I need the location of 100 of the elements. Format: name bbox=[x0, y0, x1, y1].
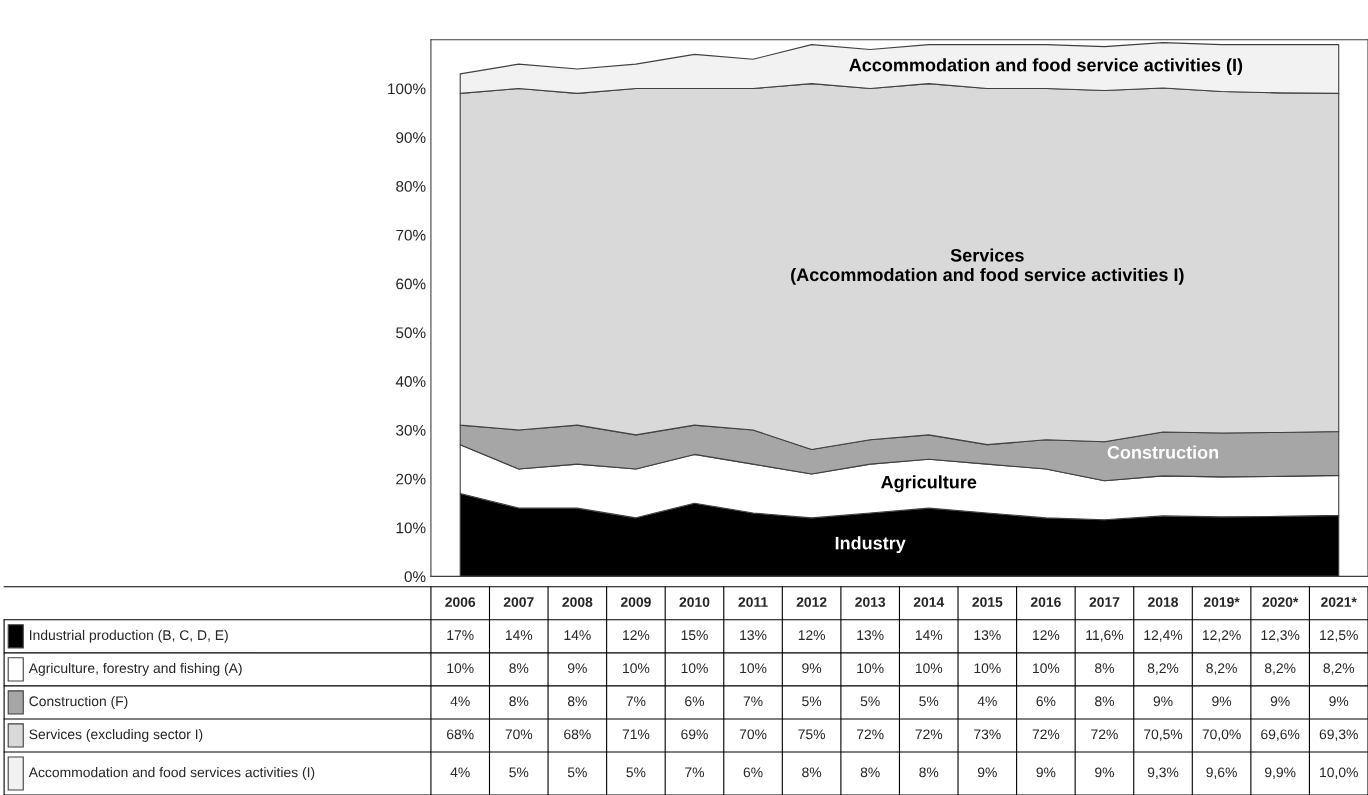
data-label: 10% bbox=[915, 663, 943, 674]
x-tick-label: 2021* bbox=[1321, 597, 1357, 607]
y-tick-label: 70% bbox=[396, 229, 426, 241]
x-tick-label: 2006 bbox=[445, 597, 476, 607]
data-label: 9% bbox=[1270, 696, 1290, 707]
data-label: 15% bbox=[681, 630, 708, 641]
y-tick-label: 100% bbox=[388, 83, 426, 95]
data-label: 12,3% bbox=[1261, 630, 1300, 642]
x-tick-label: 2009 bbox=[620, 597, 651, 607]
data-label: 5% bbox=[567, 767, 587, 778]
x-tick-label: 2015 bbox=[972, 597, 1003, 607]
data-label: 5% bbox=[919, 696, 939, 707]
data-label: 9,9% bbox=[1264, 767, 1296, 779]
data-label: 12% bbox=[623, 630, 650, 640]
data-label: 13% bbox=[974, 630, 1001, 641]
data-label: 5% bbox=[509, 767, 529, 778]
data-label: 8,2% bbox=[1323, 663, 1355, 675]
data-label: 9% bbox=[802, 663, 822, 674]
data-label: 70% bbox=[505, 729, 533, 740]
legend-label: Agriculture, forestry and fishing (A) bbox=[28, 662, 242, 676]
annotation: Construction bbox=[1107, 445, 1219, 459]
data-label: 71% bbox=[622, 729, 650, 740]
annotation: Accommodation and food service activities (I) bbox=[849, 58, 1243, 75]
data-label: 4% bbox=[450, 696, 470, 707]
y-tick-label: 60% bbox=[396, 278, 426, 290]
y-tick-label: 80% bbox=[396, 180, 426, 192]
data-label: 10% bbox=[974, 663, 1001, 674]
data-label: 17% bbox=[447, 630, 474, 640]
data-label: 75% bbox=[798, 729, 826, 740]
x-tick-label: 2011 bbox=[738, 597, 768, 607]
data-label: 11,6% bbox=[1086, 630, 1124, 642]
y-tick-label: 20% bbox=[396, 473, 426, 485]
data-label: 72% bbox=[856, 729, 884, 740]
data-label: 8,2% bbox=[1264, 663, 1296, 675]
data-label: 8,2% bbox=[1206, 663, 1237, 675]
data-label: 10,0% bbox=[1320, 767, 1358, 779]
data-label: 10% bbox=[857, 663, 884, 674]
data-label: 9% bbox=[977, 767, 997, 778]
annotation: Services (Accommodation and food service activities I) bbox=[791, 248, 1184, 285]
data-label: 12,4% bbox=[1144, 630, 1183, 642]
data-label: 69% bbox=[681, 729, 708, 740]
data-label: 8% bbox=[509, 696, 529, 707]
x-tick-label: 2012 bbox=[796, 597, 827, 607]
annotation: Industry bbox=[835, 536, 906, 554]
data-label: 6% bbox=[685, 696, 705, 707]
data-label: 9% bbox=[1212, 696, 1232, 707]
x-tick-label: 2020* bbox=[1262, 597, 1299, 607]
data-label: 14% bbox=[915, 630, 943, 640]
data-label: 70,0% bbox=[1202, 729, 1241, 741]
data-label: 6% bbox=[1036, 696, 1056, 707]
data-label: 9% bbox=[1036, 767, 1056, 778]
x-tick-label: 2016 bbox=[1030, 597, 1061, 607]
data-label: 6% bbox=[743, 767, 763, 778]
annotation: Agriculture bbox=[881, 475, 977, 493]
x-tick-label: 2017 bbox=[1089, 597, 1120, 607]
data-label: 72% bbox=[1091, 729, 1118, 740]
x-tick-label: 2007 bbox=[503, 597, 534, 607]
y-tick-label: 10% bbox=[396, 522, 426, 534]
data-label: 68% bbox=[447, 729, 474, 740]
data-label: 69,6% bbox=[1261, 729, 1300, 741]
data-label: 14% bbox=[505, 630, 533, 640]
data-label: 8% bbox=[1095, 696, 1114, 707]
data-label: 13% bbox=[857, 630, 884, 641]
data-label: 10% bbox=[681, 663, 708, 674]
data-label: 9,3% bbox=[1147, 767, 1179, 779]
legend-label: Industrial production (B, C, D, E) bbox=[30, 629, 228, 643]
data-label: 12,5% bbox=[1320, 630, 1358, 642]
x-tick-label: 2018 bbox=[1148, 597, 1179, 607]
data-label: 68% bbox=[564, 729, 591, 740]
data-label: 7% bbox=[743, 696, 763, 707]
data-label: 13% bbox=[740, 630, 767, 641]
x-tick-label: 2010 bbox=[679, 597, 710, 607]
data-label: 5% bbox=[802, 696, 822, 707]
data-label: 72% bbox=[1032, 729, 1060, 740]
x-tick-label: 2019* bbox=[1203, 597, 1240, 607]
x-tick-label: 2013 bbox=[855, 597, 886, 607]
data-label: 7% bbox=[626, 696, 646, 707]
data-label: 10% bbox=[623, 663, 650, 674]
y-tick-label: 50% bbox=[396, 327, 426, 339]
data-label: 8,2% bbox=[1147, 663, 1179, 675]
data-label: 69,3% bbox=[1319, 729, 1358, 741]
data-label: 9% bbox=[567, 663, 587, 674]
data-label: 14% bbox=[564, 630, 591, 640]
x-tick-label: 2014 bbox=[913, 597, 945, 607]
data-label: 8% bbox=[509, 663, 529, 674]
y-tick-label: 40% bbox=[395, 376, 426, 387]
data-label: 8% bbox=[919, 767, 939, 778]
data-label: 12% bbox=[1033, 630, 1060, 640]
legend-label: Accommodation and food services activities (I) bbox=[28, 767, 315, 780]
data-label: 9% bbox=[1153, 696, 1173, 707]
data-label: 5% bbox=[626, 767, 646, 778]
x-tick-label: 2008 bbox=[562, 597, 593, 607]
data-label: 12% bbox=[798, 630, 826, 640]
data-label: 8% bbox=[567, 696, 587, 707]
data-label: 10% bbox=[1033, 663, 1060, 674]
data-label: 8% bbox=[860, 767, 880, 778]
data-label: 10% bbox=[740, 663, 767, 674]
y-tick-label: 90% bbox=[396, 132, 426, 143]
data-label: 5% bbox=[860, 696, 880, 707]
y-tick-label: 30% bbox=[396, 424, 426, 436]
